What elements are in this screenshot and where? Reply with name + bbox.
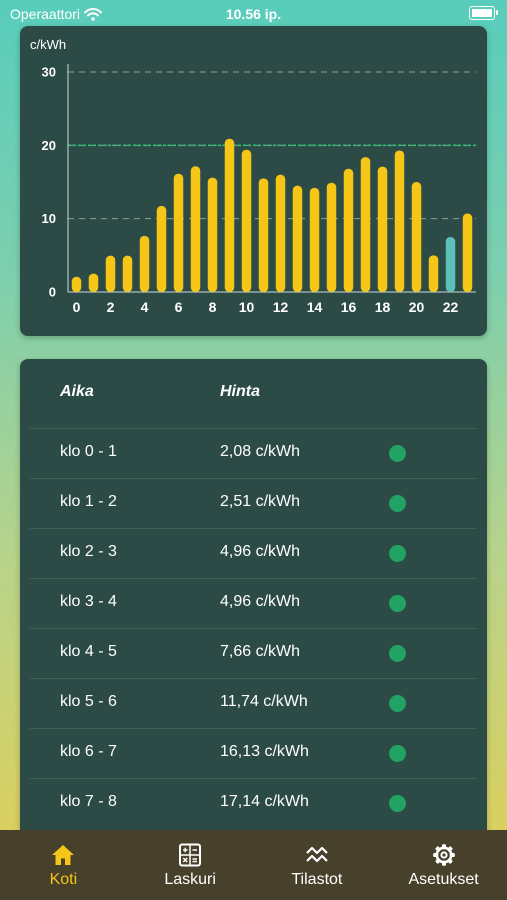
header-price: Hinta <box>220 383 260 400</box>
bar-hour-21 <box>428 255 439 292</box>
bar-hour-6 <box>173 173 184 292</box>
row-price: 4,96 c/kWh <box>220 593 301 610</box>
carrier: Operaattori <box>10 6 103 22</box>
x-tick-label: 20 <box>409 299 425 315</box>
bar-hour-2 <box>105 255 116 292</box>
bar-hour-10 <box>241 149 252 292</box>
bar-hour-1 <box>88 273 99 292</box>
tab-home[interactable]: Koti <box>0 830 127 900</box>
status-dot <box>389 595 406 612</box>
row-time: klo 0 - 1 <box>60 443 117 460</box>
status-dot <box>389 445 406 462</box>
carrier-label: Operaattori <box>10 6 81 22</box>
bar-hour-17 <box>360 157 371 292</box>
table-row: klo 6 - 7 16,13 c/kWh <box>30 728 477 778</box>
bar-hour-11 <box>258 178 269 292</box>
price-table: Aika Hinta klo 0 - 1 2,08 c/kWh klo 1 - 2 2… <box>20 359 487 879</box>
y-tick-label: 0 <box>49 285 56 300</box>
row-time: klo 4 - 5 <box>60 643 117 660</box>
x-tick-label: 12 <box>273 299 289 315</box>
status-dot <box>389 645 406 662</box>
bar-hour-20 <box>411 182 422 292</box>
row-time: klo 7 - 8 <box>60 793 117 810</box>
x-tick-label: 10 <box>239 299 255 315</box>
price-chart-card: c/kWh 0 10 20 30 0 2 4 6 8 10 12 14 16 18 20 22 <box>20 26 487 336</box>
row-price: 2,08 c/kWh <box>220 443 301 460</box>
bar-hour-19 <box>394 150 405 292</box>
tab-label-home: Koti <box>49 871 78 888</box>
status-dot <box>389 745 406 762</box>
bar-hour-23 <box>462 213 473 292</box>
x-tick-label: 16 <box>341 299 357 315</box>
bar-hour-0 <box>71 276 82 292</box>
bar-hour-18 <box>377 166 388 292</box>
status-dot <box>389 495 406 512</box>
row-time: klo 3 - 4 <box>60 593 117 610</box>
calculator-icon <box>179 843 202 867</box>
table-row: klo 5 - 6 11,74 c/kWh <box>30 678 477 728</box>
gear-icon <box>432 844 455 866</box>
y-tick-label: 30 <box>42 65 56 80</box>
price-rows: klo 0 - 1 2,08 c/kWh klo 1 - 2 2,51 c/kWh kl… <box>20 428 487 828</box>
row-price: 4,96 c/kWh <box>220 543 301 560</box>
table-row: klo 1 - 2 2,51 c/kWh <box>30 478 477 528</box>
bar-hour-16 <box>343 168 354 292</box>
bar-hour-13 <box>292 185 303 292</box>
x-tick-label: 2 <box>107 299 115 315</box>
clock: 10.56 ip. <box>225 6 282 22</box>
tab-label-calculator: Laskuri <box>164 871 216 888</box>
tab-label-stats: Tilastot <box>291 871 343 888</box>
row-price: 11,74 c/kWh <box>220 693 308 710</box>
bar-hour-15 <box>326 182 337 292</box>
battery-icon <box>469 6 498 20</box>
bar-hour-7 <box>190 166 201 292</box>
bar-hour-4 <box>139 235 150 292</box>
table-row: klo 2 - 3 4,96 c/kWh <box>30 528 477 578</box>
y-tick-label: 10 <box>42 211 56 226</box>
x-tick-label: 6 <box>175 299 183 315</box>
row-time: klo 6 - 7 <box>60 743 117 760</box>
wifi-icon <box>84 7 103 21</box>
status-bar: Operaattori 10.56 ip. <box>0 0 507 28</box>
bar-hour-8 <box>207 177 218 292</box>
bar-hour-3 <box>122 255 133 292</box>
tab-bar: Koti Laskuri Tilastot Asetukset <box>0 830 507 900</box>
tab-stats[interactable]: Tilastot <box>254 830 381 900</box>
row-price: 16,13 c/kWh <box>220 743 309 760</box>
table-row: klo 4 - 5 7,66 c/kWh <box>30 628 477 678</box>
x-tick-label: 14 <box>307 299 323 315</box>
status-dot <box>389 695 406 712</box>
x-tick-label: 22 <box>443 299 459 315</box>
x-tick-label: 0 <box>73 299 81 315</box>
bar-hour-14 <box>309 187 320 292</box>
row-time: klo 1 - 2 <box>60 493 117 510</box>
y-tick-label: 20 <box>42 138 56 153</box>
table-header: Aika Hinta <box>20 359 487 427</box>
header-time: Aika <box>60 383 94 400</box>
row-time: klo 2 - 3 <box>60 543 117 560</box>
home-icon <box>52 845 75 865</box>
bar-hour-22 <box>445 237 456 292</box>
row-price: 2,51 c/kWh <box>220 493 301 510</box>
price-chart: 0 10 20 30 0 2 4 6 8 10 12 14 16 18 20 22 <box>42 64 476 315</box>
table-row: klo 7 - 8 17,14 c/kWh <box>30 778 477 828</box>
bar-hour-12 <box>275 174 286 292</box>
y-axis-unit: c/kWh <box>30 37 67 52</box>
table-row: klo 0 - 1 2,08 c/kWh <box>30 428 477 478</box>
stats-icon <box>306 846 328 863</box>
table-row: klo 3 - 4 4,96 c/kWh <box>30 578 477 628</box>
x-tick-label: 8 <box>209 299 217 315</box>
bar-hour-5 <box>156 205 167 292</box>
tab-label-settings: Asetukset <box>408 871 479 888</box>
row-price: 17,14 c/kWh <box>220 793 309 810</box>
tab-settings[interactable]: Asetukset <box>380 830 507 900</box>
tab-calculator[interactable]: Laskuri <box>127 830 254 900</box>
x-tick-label: 18 <box>375 299 391 315</box>
status-dot <box>389 795 406 812</box>
row-price: 7,66 c/kWh <box>220 643 301 660</box>
status-dot <box>389 545 406 562</box>
x-tick-label: 4 <box>141 299 149 315</box>
row-time: klo 5 - 6 <box>60 693 117 710</box>
bar-hour-9 <box>224 138 235 292</box>
